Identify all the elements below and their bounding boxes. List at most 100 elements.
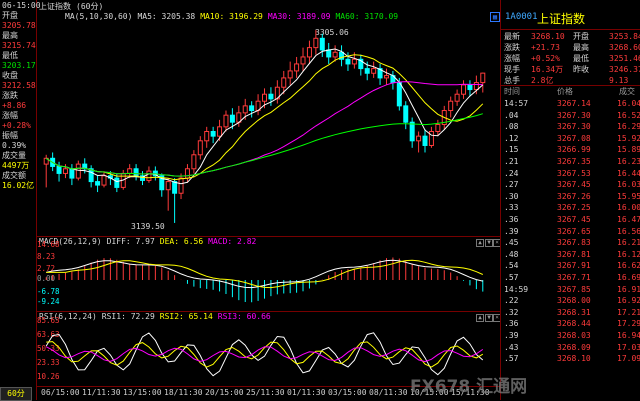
tick-volume: 17.21	[617, 307, 640, 317]
tick-time: .33	[504, 203, 519, 213]
chart-title: 上证指数	[39, 2, 71, 11]
quote-label: 开盘	[573, 32, 589, 41]
security-code[interactable]: 1A0001	[505, 12, 538, 22]
quote-label: 涨跌	[504, 43, 520, 52]
tick-row: .36 3268.44 17.29	[501, 318, 640, 329]
tick-price: 3268.03	[557, 331, 591, 340]
tick-header-volume: 成交	[619, 87, 635, 96]
candle-body	[473, 82, 479, 91]
tick-volume: 16.52	[617, 110, 640, 120]
ma30-value: MA30: 3189.09	[267, 12, 331, 21]
time-axis: 06/15:00 11/11:30 13/15:00 18/11:30 20/15:00…	[37, 387, 500, 400]
close-value: 3212.58	[2, 81, 36, 90]
candle-body	[332, 51, 338, 58]
candle-body	[313, 37, 319, 49]
candle-body	[371, 68, 377, 74]
rsi-axis-label: 85.63	[37, 316, 60, 325]
quote-label: 涨幅	[504, 54, 520, 63]
volume-value: 4497万	[2, 161, 30, 170]
rsi-up-icon[interactable]: ▲	[476, 314, 484, 322]
tick-row: .33 3267.25 16.00	[501, 202, 640, 213]
tick-header: 时间 价格 成交	[501, 86, 640, 97]
tick-row: .22 3268.00 16.92	[501, 295, 640, 306]
watermark-logo: FX678 汇通网	[410, 377, 528, 397]
tick-price: 3267.81	[557, 249, 591, 259]
candlestick-chart[interactable]	[37, 22, 500, 234]
candle-body	[88, 168, 94, 183]
tick-volume: 16.62	[617, 261, 640, 271]
tick-row: .39 3267.65 16.56	[501, 226, 640, 237]
tick-time: .48	[504, 249, 519, 259]
rsi-down-icon[interactable]: ▼	[485, 314, 493, 322]
pct-label: 涨幅	[2, 111, 18, 120]
tick-row: .12 3267.08 15.92	[501, 133, 640, 144]
rsi1-value: RSI1: 72.29	[101, 312, 155, 321]
quote-label: 最高	[573, 43, 589, 52]
rsi-chart[interactable]	[37, 322, 500, 386]
tick-price: 3267.26	[557, 191, 591, 201]
time-axis-label: 25/11:30	[246, 388, 285, 397]
time-axis-label: 10/15:00	[410, 388, 449, 397]
ma5-value: MA5: 3205.38	[137, 12, 196, 21]
macd-chart[interactable]	[37, 246, 500, 310]
tick-time: .15	[504, 145, 519, 155]
tick-time: .32	[504, 307, 519, 317]
tick-price: 3267.30	[557, 110, 591, 120]
macd-label: MACD(26,12,9)	[39, 237, 102, 246]
tick-volume: 16.23	[617, 157, 640, 166]
tick-price: 3268.09	[557, 342, 591, 352]
ma-line-ma10	[45, 54, 484, 181]
time-axis-label: 01/11:30	[287, 388, 326, 397]
period-text: (60分)	[76, 2, 104, 11]
time-axis-label: 20/15:00	[205, 388, 244, 397]
tick-row: .54 3267.91 16.62	[501, 260, 640, 271]
rsi-axis-label: 63.63	[37, 330, 60, 339]
panel-up-icon[interactable]: ▲	[476, 239, 484, 247]
tick-time: .27	[504, 180, 519, 190]
candle-body	[339, 51, 345, 60]
macd-diff: DIFF: 7.97	[106, 237, 155, 246]
ma-label: MA(5,10,30,60)	[65, 12, 133, 21]
candle-body	[416, 135, 422, 142]
candle-body	[300, 56, 306, 65]
candle-body	[454, 93, 460, 102]
tick-price: 3267.08	[557, 133, 591, 143]
candle-body	[56, 165, 62, 174]
tick-price: 3268.44	[557, 319, 591, 329]
tick-row: .27 3267.45 16.03	[501, 179, 640, 190]
candle-body	[62, 168, 68, 174]
tick-time: .21	[504, 157, 519, 166]
chart-area[interactable]: 上证指数 (60分) MA(5,10,30,60) MA5: 3205.38 MA10…	[37, 0, 501, 390]
quote-label: 最新	[504, 32, 520, 41]
candle-body	[178, 177, 184, 194]
tick-time: .12	[504, 133, 519, 143]
time-axis-label: 06/15:00	[41, 388, 80, 397]
tick-row: .48 3267.81 16.12	[501, 249, 640, 260]
candle-body	[95, 181, 101, 186]
candle-body	[101, 175, 107, 186]
tick-price: 3267.45	[557, 215, 591, 224]
tick-price: 3268.10	[557, 354, 591, 364]
tick-volume: 17.09	[617, 354, 640, 364]
period-selector[interactable]: 60分	[0, 387, 32, 401]
low-label: 最低	[2, 51, 18, 60]
candle-body	[127, 168, 133, 174]
macd-title: MACD(26,12,9) DIFF: 7.97 DEA: 6.56 MACD: 2.…	[39, 237, 261, 246]
tick-price: 3268.31	[557, 307, 591, 317]
panel-down-icon[interactable]: ▼	[485, 239, 493, 247]
tick-price: 3267.65	[557, 226, 591, 236]
high-label: 最高	[2, 31, 18, 40]
tick-row: .36 3267.45 16.47	[501, 214, 640, 225]
tick-time: 14:59	[504, 284, 529, 294]
candle-body	[223, 114, 229, 128]
expand-icon[interactable]: ▦	[490, 12, 500, 22]
tick-volume: 16.44	[617, 168, 640, 178]
rsi-title: RSI(6,12,24) RSI1: 72.29 RSI2: 65.14 RSI3: …	[39, 312, 276, 321]
candle-body	[140, 175, 146, 181]
candle-body	[204, 130, 210, 142]
tick-volume: 16.92	[617, 296, 640, 306]
diff-line	[46, 259, 483, 289]
tick-volume: 17.29	[617, 319, 640, 329]
tick-price: 3267.71	[557, 273, 591, 282]
rsi-line-1	[45, 332, 484, 377]
